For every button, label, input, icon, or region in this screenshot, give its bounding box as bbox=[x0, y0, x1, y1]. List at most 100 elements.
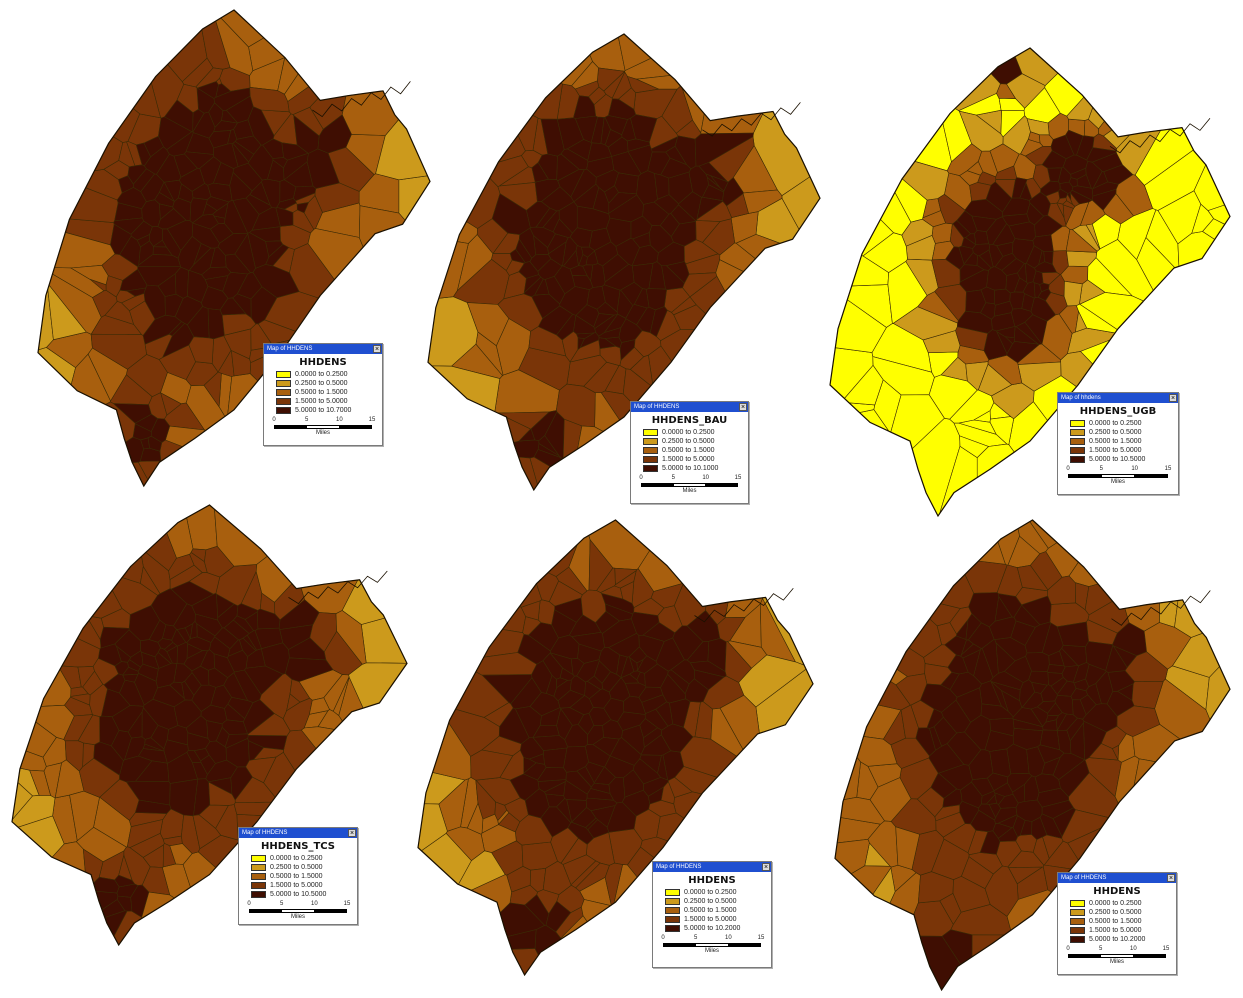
tract-polygon bbox=[537, 153, 558, 180]
tract-polygon bbox=[995, 326, 1016, 339]
tract-polygon bbox=[575, 304, 600, 328]
tract-polygon bbox=[1036, 787, 1070, 808]
tract-polygon bbox=[532, 82, 563, 120]
tract-polygon bbox=[569, 339, 601, 363]
tract-polygon bbox=[153, 239, 167, 248]
legend-row: 5.0000 to 10.5000 bbox=[251, 890, 357, 899]
tract-polygon bbox=[1031, 681, 1048, 694]
legend-heading: HHDENS bbox=[299, 357, 347, 368]
tract-polygon bbox=[245, 756, 277, 784]
legend-label: 5.0000 to 10.5000 bbox=[1089, 456, 1146, 463]
legend-row: 5.0000 to 10.2000 bbox=[665, 924, 771, 933]
tract-polygon bbox=[173, 603, 196, 630]
tract-polygon bbox=[157, 208, 187, 230]
tract-polygon bbox=[317, 114, 352, 154]
scale-tick: 0 bbox=[272, 417, 276, 423]
tract-polygon bbox=[937, 194, 966, 225]
tract-polygon bbox=[529, 226, 556, 249]
tract-polygon bbox=[169, 778, 199, 817]
tract-polygon bbox=[1047, 664, 1066, 674]
tract-polygon bbox=[192, 109, 205, 133]
tract-polygon bbox=[655, 701, 674, 727]
tract-polygon bbox=[78, 757, 120, 798]
legend-row: 1.5000 to 5.0000 bbox=[1070, 446, 1178, 455]
legend-swatch bbox=[251, 855, 266, 862]
tract-polygon bbox=[558, 201, 578, 234]
tract-polygon bbox=[314, 182, 360, 213]
scale-units: Miles bbox=[290, 914, 305, 920]
legend-window-titlebar[interactable]: Map of HHDENS × bbox=[631, 402, 748, 412]
tract-polygon bbox=[227, 128, 238, 145]
map-legend: Map of HHDENS × HHDENS 0.0000 to 0.2500 0.25… bbox=[1057, 872, 1177, 975]
legend-swatch bbox=[251, 873, 266, 880]
legend-swatch bbox=[665, 889, 680, 896]
legend-label: 0.5000 to 1.5000 bbox=[1089, 438, 1142, 445]
legend-label: 0.5000 to 1.5000 bbox=[270, 873, 323, 880]
legend-row: 0.5000 to 1.5000 bbox=[643, 446, 748, 455]
tract-polygon bbox=[292, 209, 315, 234]
tract-polygon bbox=[244, 611, 259, 632]
close-icon[interactable]: × bbox=[762, 863, 770, 871]
tract-polygon bbox=[169, 843, 193, 865]
scale-tick-labels: 0 5 10 15 bbox=[1066, 466, 1171, 474]
tract-polygon bbox=[544, 276, 566, 305]
close-icon[interactable]: × bbox=[1167, 874, 1175, 882]
legend-window-titlebar[interactable]: Map of HHDENS × bbox=[264, 344, 382, 354]
tract-polygon bbox=[611, 71, 632, 100]
legend-window-titlebar[interactable]: Map of hhdens × bbox=[1058, 393, 1178, 403]
close-icon[interactable]: × bbox=[739, 403, 747, 411]
legend-window-title: Map of HHDENS bbox=[634, 404, 680, 410]
legend-window-titlebar[interactable]: Map of HHDENS × bbox=[239, 828, 357, 838]
legend-label: 0.2500 to 0.5000 bbox=[684, 898, 737, 905]
scale-tick: 0 bbox=[661, 935, 665, 941]
close-icon[interactable]: × bbox=[373, 345, 381, 353]
tract-polygon bbox=[580, 589, 607, 623]
tract-polygon bbox=[206, 196, 230, 211]
legend-window-titlebar[interactable]: Map of HHDENS × bbox=[1058, 873, 1176, 883]
scale-tick-labels: 0 5 10 15 bbox=[247, 901, 350, 909]
tract-polygon bbox=[341, 90, 400, 136]
tract-polygon bbox=[509, 773, 540, 801]
legend-window-title: Map of HHDENS bbox=[656, 864, 702, 870]
tract-polygon bbox=[994, 637, 1028, 662]
close-icon[interactable]: × bbox=[348, 829, 356, 837]
legend-window-titlebar[interactable]: Map of HHDENS × bbox=[653, 862, 771, 872]
tract-polygon bbox=[151, 418, 171, 443]
legend-swatch bbox=[251, 864, 266, 871]
legend-label: 0.2500 to 0.5000 bbox=[662, 438, 715, 445]
close-icon[interactable]: × bbox=[1169, 394, 1177, 402]
tract-polygon bbox=[616, 654, 628, 678]
tract-polygon bbox=[583, 361, 620, 394]
tract-polygon bbox=[481, 674, 533, 705]
tract-polygon bbox=[929, 726, 942, 751]
tract-polygon bbox=[555, 383, 596, 428]
tract-polygon bbox=[1012, 718, 1044, 732]
legend-row: 0.5000 to 1.5000 bbox=[1070, 917, 1176, 926]
tract-polygon bbox=[1069, 189, 1093, 205]
legend-swatch bbox=[643, 429, 658, 436]
tract-polygon bbox=[196, 623, 216, 643]
legend-swatch bbox=[643, 438, 658, 445]
tract-polygon bbox=[990, 671, 1024, 691]
tract-polygon bbox=[582, 264, 594, 282]
tract-polygon bbox=[540, 186, 575, 212]
tract-polygon bbox=[188, 336, 214, 364]
county-outline bbox=[11, 504, 408, 947]
tract-polygon bbox=[181, 680, 195, 701]
legend-label: 0.0000 to 0.2500 bbox=[270, 855, 323, 862]
tract-polygon bbox=[559, 667, 575, 681]
tract-polygon bbox=[147, 435, 163, 452]
tract-polygon bbox=[606, 801, 637, 833]
tract-polygon bbox=[87, 347, 128, 402]
legend-label: 1.5000 to 5.0000 bbox=[295, 398, 348, 405]
legend-label: 0.5000 to 1.5000 bbox=[662, 447, 715, 454]
tract-polygon bbox=[872, 356, 935, 396]
county-map-6 bbox=[834, 519, 1231, 992]
scale-tick: 5 bbox=[1098, 946, 1103, 952]
scale-units: Miles bbox=[315, 430, 330, 436]
tract-polygon bbox=[920, 683, 958, 713]
tract-polygon bbox=[551, 609, 577, 639]
tract-polygon bbox=[935, 812, 966, 838]
tract-polygon bbox=[644, 708, 669, 731]
